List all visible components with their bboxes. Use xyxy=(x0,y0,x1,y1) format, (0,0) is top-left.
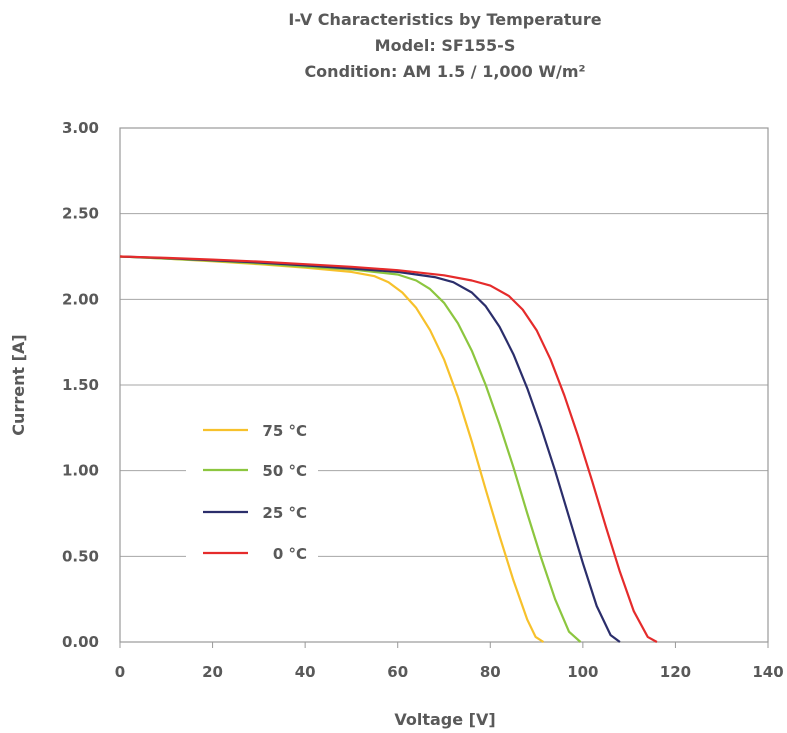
legend-label: 25 °C xyxy=(262,504,307,522)
legend-label: 50 °C xyxy=(262,462,307,480)
series-lines xyxy=(119,255,658,643)
y-tick-label: 0.50 xyxy=(62,547,99,565)
x-axis-title: Voltage [V] xyxy=(394,710,495,729)
y-tick-label: 3.00 xyxy=(62,119,99,137)
x-tick-label: 120 xyxy=(660,663,691,681)
y-tick-label: 0.00 xyxy=(62,633,99,651)
y-tick-label: 1.50 xyxy=(62,376,99,394)
x-tick-label: 20 xyxy=(202,663,223,681)
chart-title-line-3: Condition: AM 1.5 / 1,000 W/m² xyxy=(304,62,585,81)
legend: 75 °C 50 °C 25 °C 0 °C xyxy=(186,412,318,570)
x-tick-label: 0 xyxy=(115,663,125,681)
chart-title: I-V Characteristics by Temperature Model… xyxy=(288,10,601,81)
legend-box xyxy=(186,412,318,570)
legend-label: 0 °C xyxy=(273,545,307,563)
y-axis-ticks: 0.00 0.50 1.00 1.50 2.00 2.50 3.00 xyxy=(62,119,99,651)
y-tick-label: 2.00 xyxy=(62,290,99,308)
x-tick-label: 80 xyxy=(480,663,501,681)
y-tick-label: 2.50 xyxy=(62,205,99,223)
x-axis-ticks: 0 20 40 60 80 100 120 140 xyxy=(115,642,784,681)
plot-frame xyxy=(119,127,769,643)
y-tick-label: 1.00 xyxy=(62,462,99,480)
series-line-0 xyxy=(119,255,545,643)
legend-label: 75 °C xyxy=(262,422,307,440)
chart-title-line-1: I-V Characteristics by Temperature xyxy=(288,10,601,29)
y-axis-title: Current [A] xyxy=(9,334,28,435)
x-tick-label: 140 xyxy=(752,663,783,681)
chart-title-line-2: Model: SF155-S xyxy=(375,36,516,55)
series-line-3 xyxy=(119,255,658,643)
x-tick-label: 40 xyxy=(295,663,316,681)
x-tick-label: 100 xyxy=(567,663,598,681)
x-tick-label: 60 xyxy=(387,663,408,681)
